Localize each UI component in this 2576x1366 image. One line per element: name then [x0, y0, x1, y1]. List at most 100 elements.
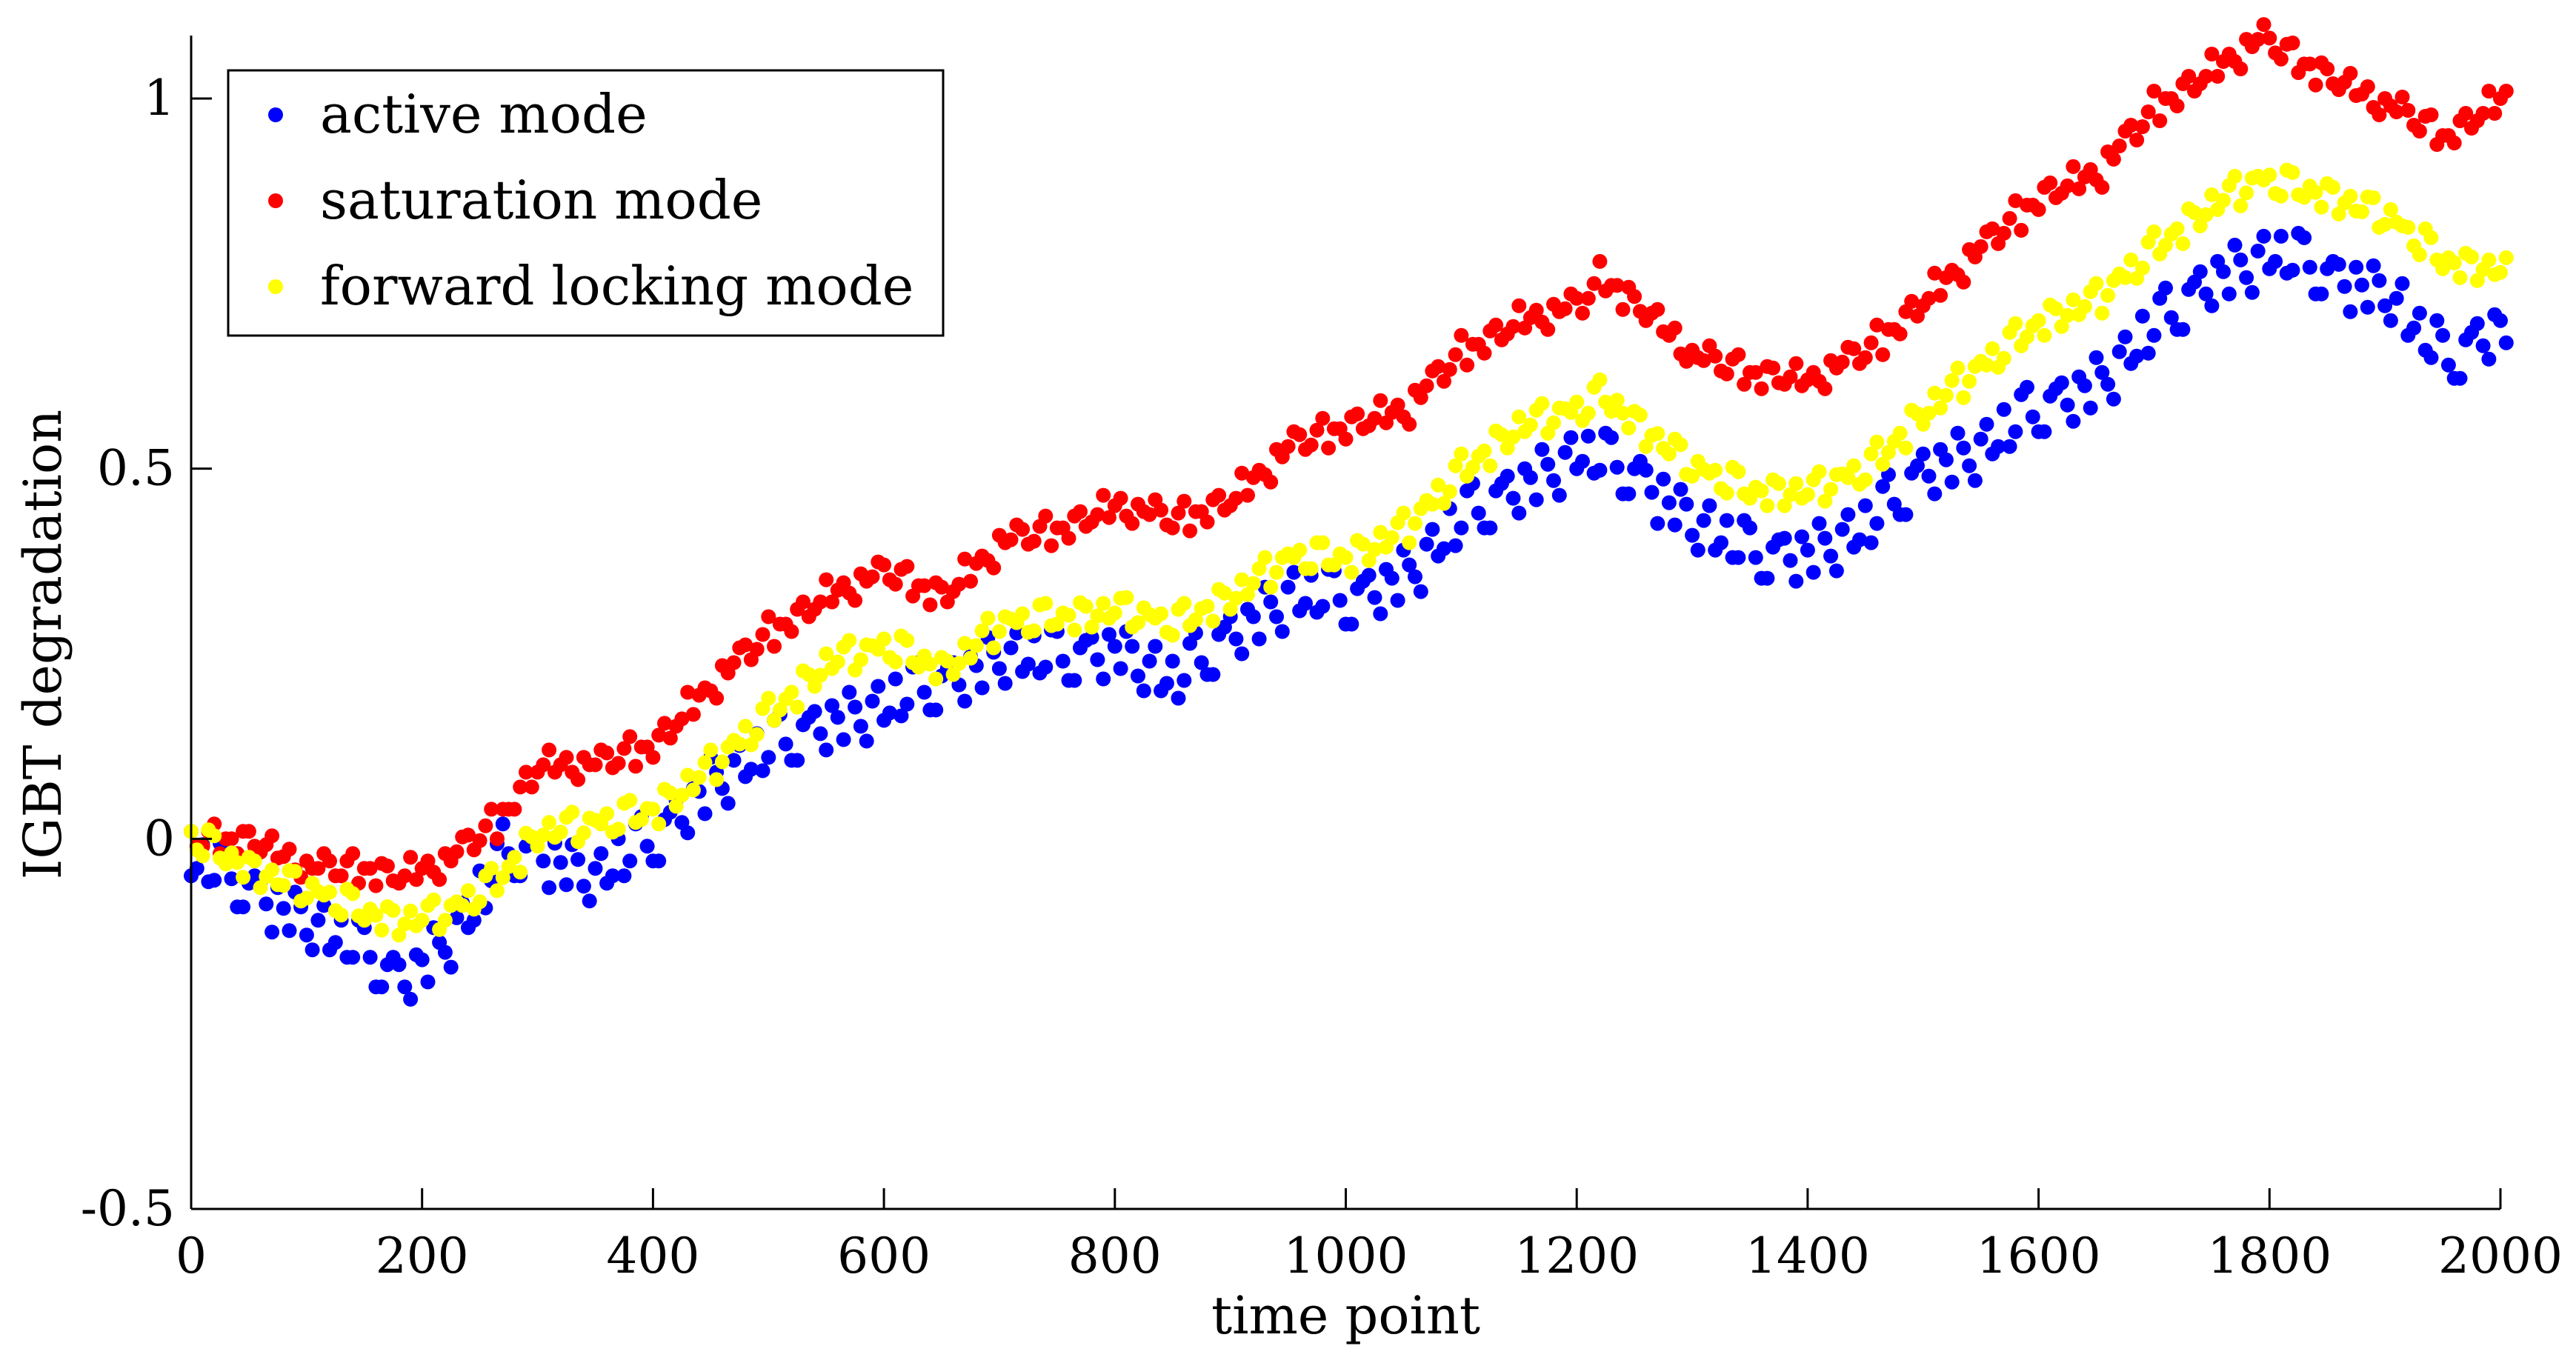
data-point: [616, 741, 632, 756]
data-point: [1009, 625, 1025, 641]
data-point: [1719, 366, 1734, 382]
data-point: [1298, 596, 1313, 611]
data-point: [236, 899, 251, 915]
data-point: [680, 684, 696, 700]
data-point: [599, 806, 615, 822]
data-point: [1419, 536, 1434, 552]
data-point: [1828, 563, 1844, 579]
data-point: [1846, 458, 1862, 473]
data-point: [2233, 61, 2249, 76]
data-point: [299, 927, 314, 943]
data-point: [1557, 301, 1573, 316]
data-point: [1528, 302, 1544, 318]
data-point: [1471, 505, 1486, 521]
data-point: [2452, 370, 2468, 386]
data-point: [1026, 623, 1042, 639]
data-point: [1834, 354, 1850, 370]
data-point: [1245, 609, 1261, 624]
data-point: [1754, 381, 1769, 396]
data-point: [888, 576, 903, 592]
data-point: [397, 979, 413, 995]
data-point: [1927, 385, 1943, 401]
data-point: [374, 922, 390, 938]
data-point: [264, 828, 280, 844]
data-point: [1621, 420, 1637, 436]
data-point: [807, 679, 822, 694]
data-point: [2129, 133, 2145, 147]
data-point: [848, 699, 863, 715]
data-point: [825, 698, 839, 713]
data-point: [542, 742, 557, 758]
data-point: [1575, 453, 1590, 469]
data-point: [247, 853, 262, 869]
data-point: [2343, 304, 2358, 319]
data-point: [1390, 397, 1405, 413]
data-point: [1315, 599, 1331, 614]
data-point: [1500, 468, 1515, 484]
data-point: [2117, 270, 2133, 285]
data-point: [1540, 456, 1556, 472]
x-tick-label: 600: [837, 1227, 931, 1285]
data-point: [542, 815, 557, 830]
data-point: [2089, 350, 2104, 365]
data-point: [2094, 179, 2110, 195]
data-point: [1881, 444, 1896, 460]
data-point: [1505, 319, 1521, 334]
data-point: [484, 802, 499, 817]
data-point: [2302, 56, 2317, 72]
data-point: [1679, 353, 1694, 369]
data-point: [1638, 439, 1654, 454]
data-point: [2498, 335, 2514, 350]
data-point: [1973, 431, 1988, 447]
data-point: [1367, 410, 1382, 426]
legend-marker-forward-locking: [268, 279, 283, 294]
data-point: [888, 671, 903, 687]
data-point: [2008, 424, 2023, 439]
data-point: [2077, 299, 2092, 314]
data-point: [1650, 426, 1665, 442]
data-point: [1355, 536, 1371, 552]
data-point: [1644, 484, 1660, 500]
data-point: [368, 878, 384, 893]
data-point: [576, 825, 591, 841]
data-point: [1760, 498, 1775, 513]
data-point: [697, 806, 713, 822]
data-point: [1852, 532, 1867, 547]
data-point: [1580, 290, 1596, 306]
data-point: [345, 950, 361, 965]
data-point: [2198, 207, 2214, 222]
data-point: [1731, 464, 1746, 479]
data-point: [1921, 290, 1937, 306]
data-point: [1148, 639, 1163, 654]
data-point: [605, 868, 620, 884]
data-point: [1956, 390, 1971, 405]
data-point: [1003, 640, 1019, 656]
data-point: [1685, 527, 1700, 543]
data-point: [1650, 516, 1665, 531]
data-point: [1615, 405, 1631, 421]
data-point: [1274, 624, 1290, 639]
data-point: [576, 879, 591, 894]
data-point: [195, 848, 210, 864]
data-point: [484, 861, 499, 876]
data-point: [2285, 36, 2300, 50]
data-point: [2326, 179, 2340, 195]
data-point: [1823, 482, 1839, 497]
data-point: [2140, 104, 2156, 119]
data-point: [1154, 502, 1169, 518]
data-point: [1303, 437, 1319, 453]
data-point: [1592, 253, 1608, 269]
data-point: [761, 609, 776, 624]
data-point: [2054, 319, 2069, 334]
data-point: [2060, 307, 2075, 323]
data-point: [449, 844, 465, 859]
data-point: [939, 653, 955, 669]
data-point: [616, 868, 632, 884]
data-point: [1465, 459, 1480, 475]
data-point: [443, 959, 459, 975]
data-point: [1563, 430, 1579, 445]
data-point: [1390, 593, 1405, 608]
data-point: [1217, 585, 1232, 601]
data-point: [2106, 391, 2121, 407]
